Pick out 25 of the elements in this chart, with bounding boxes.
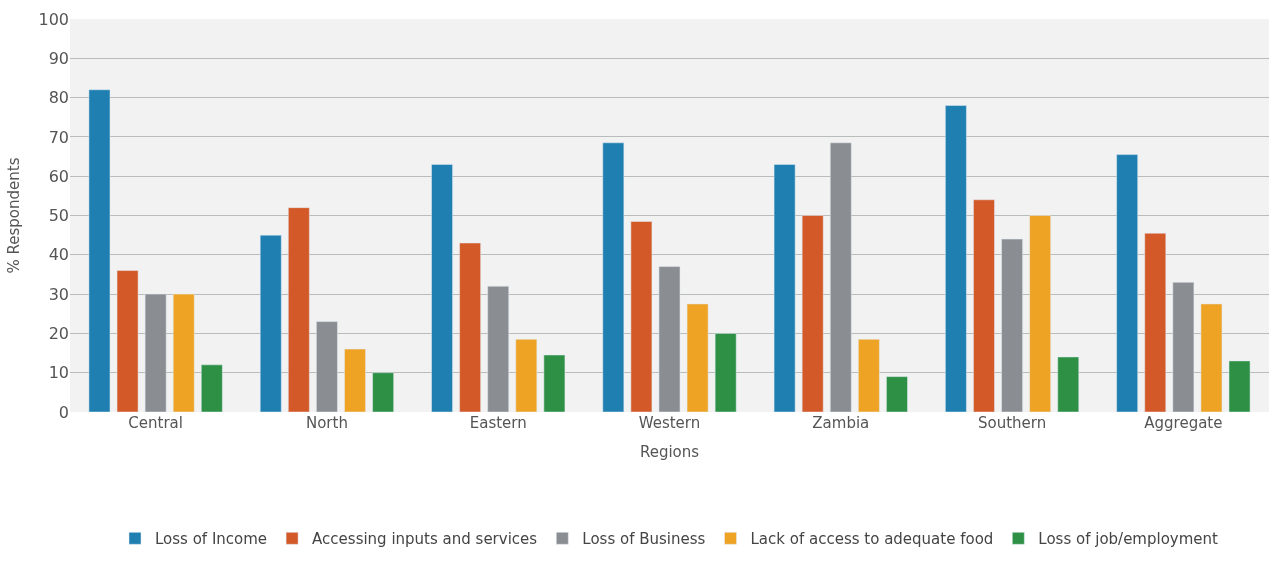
- legend-label: Loss of Business: [582, 530, 706, 549]
- y-tick-label: 80: [48, 88, 69, 108]
- x-tick-label: Aggregate: [1144, 414, 1223, 432]
- x-tick-label: Southern: [977, 414, 1047, 432]
- x-tick-label: North: [305, 414, 348, 432]
- x-tick-label: Western: [638, 414, 701, 432]
- x-tick-label: Central: [128, 414, 183, 432]
- y-tick-label: 20: [48, 324, 69, 343]
- y-tick-label: 10: [48, 363, 69, 383]
- y-tick-label: 50: [48, 206, 69, 226]
- legend-label: Loss of job/employment: [1038, 530, 1219, 549]
- y-tick-label: 100: [38, 9, 69, 29]
- y-tick-label: 70: [48, 127, 69, 147]
- y-tick-label: 60: [48, 166, 69, 186]
- legend-label: Loss of Income: [155, 530, 268, 549]
- y-tick-label: 0: [58, 402, 69, 422]
- x-tick-label: Zambia: [812, 414, 870, 432]
- x-axis-title: Regions: [639, 443, 700, 461]
- legend-label: Lack of access to adequate food: [750, 530, 994, 549]
- y-axis-title: % Respondents: [4, 157, 23, 274]
- x-tick-label: Eastern: [469, 414, 527, 432]
- legend-label: Accessing inputs and services: [312, 530, 538, 549]
- y-tick-label: 90: [48, 48, 69, 68]
- y-tick-label: 40: [48, 245, 69, 265]
- y-tick-label: 30: [48, 284, 69, 304]
